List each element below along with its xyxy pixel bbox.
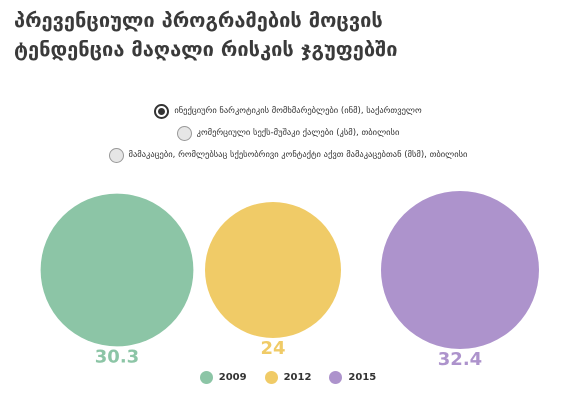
- legend-label: 2015: [348, 372, 377, 383]
- bubble-2009[interactable]: [40, 193, 194, 347]
- title-line-1: პრევენციული პროგრამების მოცვის: [14, 8, 383, 32]
- option-fsw-label: კომერციული სექს-მუშაკი ქალები (კსმ), თბი…: [196, 128, 400, 138]
- chart-title: პრევენციული პროგრამების მოცვის ტენდენცია…: [14, 6, 564, 64]
- legend-item-2012[interactable]: 2012: [264, 371, 312, 384]
- radio-icon[interactable]: [108, 147, 124, 163]
- dataset-selector: ინექციური ნარკოტიკის მომხმარებლები (ინმ)…: [0, 100, 576, 166]
- option-msm[interactable]: მამაკაცები, რომლებსაც სქესობრივი კონტაქტ…: [0, 144, 576, 166]
- value-label-2015: 32.4: [438, 349, 482, 370]
- legend-swatch-icon: [199, 371, 213, 384]
- legend-swatch-icon: [329, 371, 343, 384]
- value-label-2012: 24: [260, 338, 285, 359]
- radio-selected-icon[interactable]: [154, 103, 170, 119]
- option-fsw[interactable]: კომერციული სექს-მუშაკი ქალები (კსმ), თბი…: [0, 122, 576, 144]
- legend-swatch-icon: [264, 371, 278, 384]
- legend: 2009 2012 2015: [0, 371, 576, 384]
- radio-icon[interactable]: [176, 125, 192, 141]
- title-line-2: ტენდენცია მაღალი რისკის ჯგუფებში: [14, 37, 398, 61]
- bubble-2012[interactable]: [205, 202, 341, 338]
- value-label-2009: 30.3: [95, 346, 139, 367]
- bubble-2015[interactable]: [381, 191, 539, 349]
- legend-item-2015[interactable]: 2015: [329, 371, 376, 384]
- option-idu[interactable]: ინექციური ნარკოტიკის მომხმარებლები (ინმ)…: [0, 100, 576, 122]
- option-msm-label: მამაკაცები, რომლებსაც სქესობრივი კონტაქტ…: [128, 150, 468, 160]
- option-idu-label: ინექციური ნარკოტიკის მომხმარებლები (ინმ)…: [174, 106, 422, 116]
- legend-item-2009[interactable]: 2009: [199, 371, 247, 384]
- legend-label: 2012: [283, 372, 312, 383]
- legend-label: 2009: [218, 372, 247, 383]
